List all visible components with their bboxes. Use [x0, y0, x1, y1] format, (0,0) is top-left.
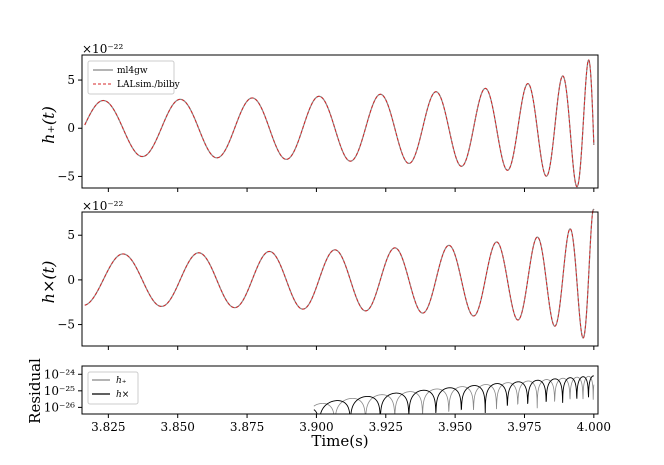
legend-hcross-label: h× [116, 390, 129, 400]
y-tick-label: 5 [67, 73, 75, 87]
residual-legend: h₊ h× [87, 371, 139, 405]
hcross-y-ticks: −5 0 5 [57, 228, 82, 332]
residual-panel: Residual 10⁻²⁴ 10⁻²⁵ 10⁻²⁶ 3.825 3.850 3.875… [26, 358, 611, 450]
x-tick-label: 3.950 [438, 420, 472, 434]
y-tick-label: 0 [67, 121, 75, 135]
hplus-legend: ml4gw LALsim./bilby [87, 60, 181, 95]
hplus-ylabel: h₊(t) [39, 106, 58, 144]
y-tick-label: 10⁻²⁵ [44, 384, 75, 398]
legend-ml4gw-label: ml4gw [117, 66, 148, 76]
x-tick-label: 3.825 [91, 420, 125, 434]
x-tick-label: 4.000 [577, 420, 611, 434]
y-tick-label: −5 [57, 169, 75, 183]
y-tick-label: 10⁻²⁶ [44, 400, 75, 414]
legend-hplus-label: h₊ [116, 376, 127, 386]
y-tick-label: 5 [67, 228, 75, 242]
residual-x-ticks: 3.825 3.850 3.875 3.900 3.925 3.950 3.975 4.000 [91, 414, 611, 434]
hplus-y-ticks: −5 0 5 [57, 73, 82, 183]
hcross-panel: ×10⁻²² h×(t) −5 0 5 [39, 199, 599, 350]
y-tick-label: −5 [57, 318, 75, 332]
legend-lalsim-label: LALsim./bilby [117, 80, 181, 90]
hplus-x-ticks [107, 188, 595, 192]
y-tick-label: 0 [67, 273, 75, 287]
residual-hcross-line [313, 375, 594, 415]
hcross-x-ticks [107, 346, 595, 350]
residual-ylabel: Residual [26, 358, 44, 424]
x-tick-label: 3.975 [507, 420, 541, 434]
hcross-ylabel: h×(t) [39, 261, 58, 304]
hplus-lalsim-line [84, 59, 595, 188]
y-tick-label: 10⁻²⁴ [44, 367, 75, 381]
x-tick-label: 3.925 [369, 420, 403, 434]
hcross-ml4gw-line [84, 208, 595, 339]
hcross-axes-frame [81, 211, 599, 347]
x-tick-label: 3.900 [299, 420, 333, 434]
hplus-scale-factor: ×10⁻²² [82, 42, 123, 56]
hplus-panel: ×10⁻²² h₊(t) −5 0 5 ml4gw LALsim./bilby [39, 42, 599, 192]
residual-hplus-line [313, 375, 595, 415]
hcross-scale-factor: ×10⁻²² [82, 199, 123, 213]
x-tick-label: 3.875 [230, 420, 264, 434]
residual-xlabel: Time(s) [311, 432, 368, 450]
hplus-axes-frame [81, 54, 599, 189]
hcross-lalsim-line [84, 208, 595, 339]
x-tick-label: 3.850 [161, 420, 195, 434]
residual-axes-frame [81, 365, 599, 415]
residual-y-ticks: 10⁻²⁴ 10⁻²⁵ 10⁻²⁶ [44, 367, 82, 414]
